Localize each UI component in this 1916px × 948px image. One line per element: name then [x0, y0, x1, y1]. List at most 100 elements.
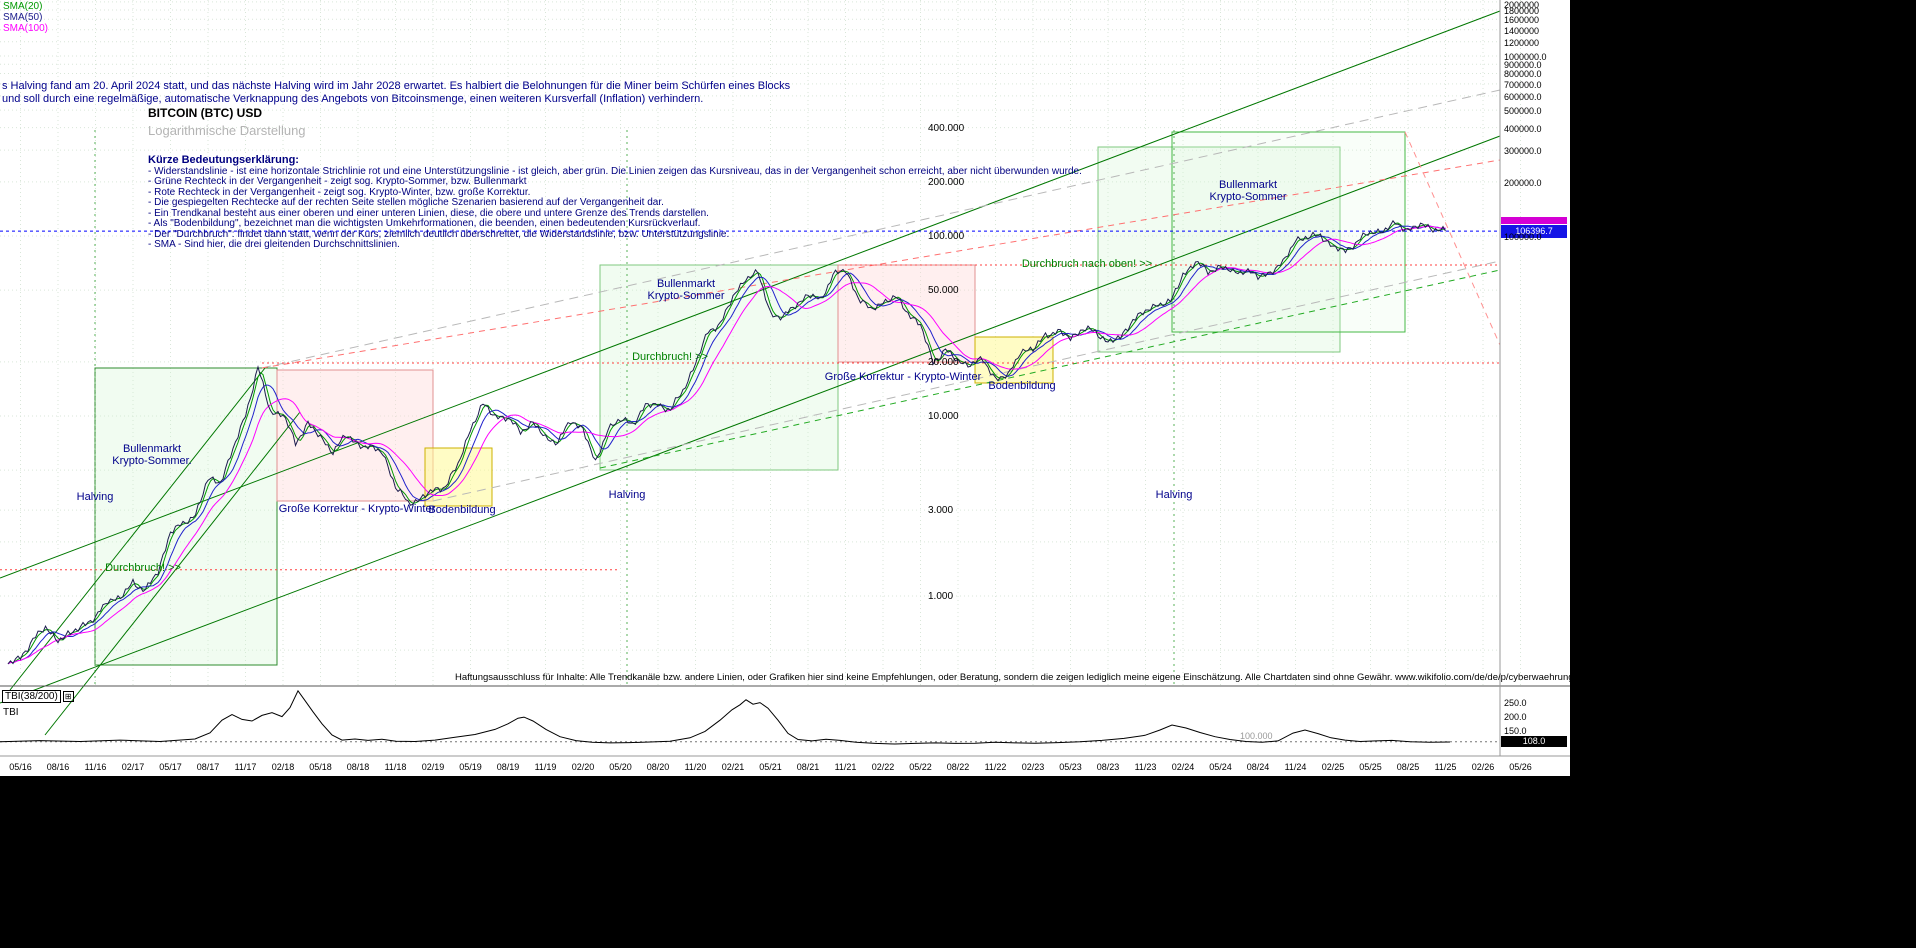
- trend-line: [0, 135, 1501, 704]
- sma-line-sma50: [7, 225, 1446, 665]
- x-axis-label: 05/24: [1209, 762, 1232, 772]
- trend-line: [1404, 131, 1501, 346]
- x-axis-label: 11/21: [834, 762, 857, 772]
- chart-annotation: Krypto-Sommer.: [112, 455, 192, 467]
- x-axis-label: 05/26: [1509, 762, 1532, 772]
- legend-sma100[interactable]: SMA(100): [3, 23, 49, 34]
- x-axis-label: 05/23: [1059, 762, 1082, 772]
- legend-sma50[interactable]: SMA(50): [3, 12, 43, 23]
- x-axis-label: 11/22: [984, 762, 1007, 772]
- explanation-header: Kürze Bedeutungserklärung:: [148, 154, 299, 166]
- expand-icon[interactable]: ⊞: [62, 691, 74, 702]
- price-level-label: 20.000: [928, 356, 959, 368]
- y-axis-label: 200000.0: [1504, 177, 1542, 188]
- chart-annotation: Durchbruch nach oben! >>: [1021, 258, 1153, 270]
- x-axis-label: 05/22: [909, 762, 932, 772]
- legend-sma20[interactable]: SMA(20): [3, 1, 43, 12]
- explanation-line: - Widerstandslinie - ist eine horizontal…: [148, 165, 1082, 177]
- y-axis-label: 300000.0: [1504, 146, 1542, 157]
- chart-annotation: Bullenmarkt: [656, 278, 716, 290]
- x-axis-label: 08/21: [796, 762, 820, 772]
- y-axis-label: 100000.0: [1504, 232, 1542, 242]
- y-axis-label: 500000.0: [1504, 106, 1542, 117]
- trend-line: [432, 260, 1501, 502]
- x-axis-label: 11/24: [1284, 762, 1307, 772]
- x-axis-label: 08/23: [1096, 762, 1120, 772]
- x-axis-label: 02/21: [721, 762, 745, 772]
- x-axis-label: 05/18: [309, 762, 332, 772]
- explanation-line: - Rote Rechteck in der Vergangenheit - z…: [148, 186, 531, 198]
- sma-legend: SMA(20) SMA(50) SMA(100): [3, 1, 48, 34]
- tbi-axis-label: 200.0: [1504, 712, 1527, 722]
- y-axis-label: 1400000: [1504, 25, 1540, 36]
- x-axis-label: 08/16: [46, 762, 70, 772]
- x-axis-label: 08/19: [496, 762, 520, 772]
- x-axis-label: 02/18: [271, 762, 295, 772]
- price-line: [7, 219, 1446, 665]
- indicator-level-label: 100.000: [1240, 731, 1273, 741]
- halving-note-line1: s Halving fand am 20. April 2024 statt, …: [2, 80, 791, 92]
- x-axis-label: 11/25: [1434, 762, 1457, 772]
- tbi-axis-label: 150.0: [1504, 726, 1527, 736]
- price-level-label: 200.000: [928, 176, 965, 188]
- trend-line: [261, 159, 1501, 369]
- x-axis-label: 05/19: [459, 762, 482, 772]
- y-axis-label: 2000000: [1504, 0, 1540, 10]
- chart-annotation: Durchbruch! >>: [632, 351, 708, 363]
- chart-annotation: Bodenbildung: [428, 504, 496, 516]
- explanation-line: - Als "Bodenbildung", bezeichnet man die…: [148, 218, 701, 229]
- explanation-line: - SMA - Sind hier, die drei gleitenden D…: [148, 239, 400, 250]
- x-axis-label: 11/20: [684, 762, 707, 772]
- y-axis-label: 1200000: [1504, 37, 1540, 48]
- x-axis-label: 11/18: [384, 762, 407, 772]
- region-krypto-winter: [276, 369, 434, 502]
- sma-price-badge: [1501, 217, 1567, 224]
- y-axis-label: 1800000: [1504, 6, 1540, 17]
- price-level-label: 10.000: [928, 411, 959, 422]
- x-axis-label: 05/25: [1359, 762, 1382, 772]
- x-axis-label: 08/22: [946, 762, 970, 772]
- price-level-label: 1.000: [928, 591, 954, 602]
- y-axis-label: 400000.0: [1504, 123, 1542, 134]
- x-axis-label: 02/26: [1471, 762, 1495, 772]
- x-axis-label: 08/25: [1396, 762, 1420, 772]
- price-chart-canvas[interactable]: [0, 0, 1570, 776]
- x-axis-label: 08/24: [1246, 762, 1270, 772]
- chart-window: SMA(20) SMA(50) SMA(100) s Halving fand …: [0, 0, 1570, 776]
- x-axis-label: 05/17: [159, 762, 182, 772]
- trend-line: [44, 411, 301, 736]
- trend-line: [261, 89, 1501, 369]
- sma-line-sma20: [7, 222, 1446, 665]
- trend-line: [0, 10, 1501, 579]
- x-axis-label: 11/16: [84, 762, 107, 772]
- price-level-label: 400.000: [928, 122, 965, 134]
- indicator-name[interactable]: TBI(38/200): [2, 690, 61, 703]
- disclaimer: Haftungsausschluss für Inhalte: Alle Tre…: [455, 672, 1570, 683]
- halving-note: s Halving fand am 20. April 2024 statt, …: [2, 80, 790, 106]
- x-axis-label: 02/24: [1171, 762, 1195, 772]
- x-axis-label: 08/17: [196, 762, 220, 772]
- x-axis-label: 05/21: [759, 762, 782, 772]
- chart-annotation: Bodenbildung: [988, 380, 1056, 392]
- current-price-badge: 106396.7: [1501, 225, 1567, 238]
- explanation-line: - Die gespiegelten Rechtecke auf der rec…: [148, 197, 664, 208]
- chart-annotation: Große Korrektur - Krypto-Winter: [278, 503, 436, 515]
- sma-line-sma100: [7, 225, 1446, 665]
- region-bodenbildung: [974, 336, 1054, 384]
- title-block: BITCOIN (BTC) USD Logarithmische Darstel…: [148, 106, 306, 138]
- y-axis-label: 800000.0: [1504, 69, 1542, 80]
- x-axis-label: 02/25: [1321, 762, 1345, 772]
- x-axis-label: 08/18: [346, 762, 370, 772]
- indicator-label-box[interactable]: TBI(38/200) ⊞: [2, 690, 74, 703]
- y-axis-label: 1000000.0: [1504, 52, 1547, 62]
- y-axis-label: 600000.0: [1504, 91, 1542, 102]
- x-axis-label: 02/22: [871, 762, 895, 772]
- chart-annotation: Krypto-Sommer: [1209, 191, 1287, 203]
- x-axis-label: 05/16: [9, 762, 32, 772]
- region-krypto-sommer: [94, 367, 278, 666]
- region-krypto-winter: [837, 264, 976, 363]
- y-axis-label: 900000.0: [1504, 60, 1542, 71]
- x-axis-label: 02/20: [571, 762, 595, 772]
- chart-annotation: Durchbruch! >>: [105, 562, 181, 574]
